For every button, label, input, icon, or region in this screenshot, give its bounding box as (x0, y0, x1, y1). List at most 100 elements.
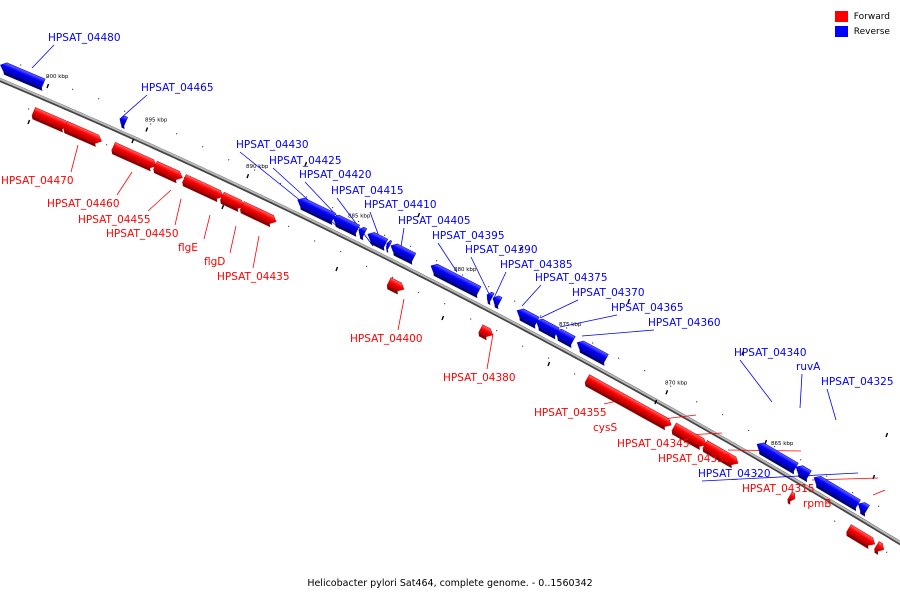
minor-tick (366, 265, 368, 268)
gene-label-hpsat-04315: HPSAT_04315 (742, 483, 815, 495)
gene-arrow (153, 160, 183, 180)
gene-hpsat-04460[interactable] (63, 120, 104, 148)
gene-label-cyss: cysS (593, 422, 617, 434)
gene-shadow (557, 337, 572, 348)
gene-arrow (756, 442, 799, 472)
gene-hpsat-04370[interactable] (533, 317, 561, 340)
minor-tick (566, 327, 568, 329)
leader-line (437, 242, 458, 273)
genome-caption: Helicobacter pylori Sat464, complete gen… (307, 578, 593, 589)
gene-shadow (63, 129, 96, 147)
gene-arrow (584, 374, 672, 427)
gene-hpsat-04330[interactable] (786, 491, 797, 505)
gene-label-hpsat-04370: HPSAT_04370 (572, 287, 645, 299)
gene-hpsat-04425[interactable] (329, 213, 361, 237)
gene-hpsat-04430[interactable] (294, 196, 337, 225)
gene-shadow (816, 483, 857, 512)
gene-arrow (516, 308, 540, 326)
gene-ruva[interactable] (792, 463, 813, 483)
gene-shadow (494, 303, 499, 310)
gene-hpsat-04390[interactable] (484, 291, 496, 305)
gene-hpsat-04395[interactable] (428, 262, 483, 299)
minor-tick (228, 159, 230, 161)
gene-hpsat-04415[interactable] (364, 230, 389, 251)
gene-hpsat-04375[interactable] (514, 307, 541, 329)
gene-arrow (846, 524, 876, 546)
minor-tick (519, 246, 523, 252)
legend-reverse: Reverse (834, 24, 890, 39)
gene-hpsat-04400[interactable] (386, 277, 406, 296)
gene-cyss[interactable] (670, 422, 708, 452)
gene-hpsat-04435[interactable] (239, 201, 278, 228)
gene-arrow (492, 295, 503, 306)
gene-hpsat-04315[interactable] (845, 524, 877, 551)
gene-hpsat-04405[interactable] (387, 242, 417, 265)
gene-hpsat-04420[interactable] (355, 226, 368, 241)
minor-tick (254, 169, 256, 171)
gene-arrow (702, 440, 739, 465)
minor-tick (332, 207, 334, 209)
legend-reverse-label: Reverse (853, 26, 890, 37)
minor-tick (27, 119, 31, 125)
gene-shadow (359, 235, 364, 241)
gene-arrow (111, 142, 157, 169)
gene-hpsat-04465[interactable] (117, 115, 130, 130)
scale-tick-label: 865 kbp (771, 441, 794, 447)
scale-tick-label: 880 kbp (454, 267, 477, 273)
minor-tick (741, 350, 745, 356)
gene-hpsat-04325[interactable] (810, 474, 862, 512)
gene-label-ruva: ruvA (796, 361, 821, 373)
gene-label-hpsat-04425: HPSAT_04425 (269, 155, 342, 167)
gene-arrow (239, 201, 277, 224)
gene-hpsat-04355[interactable] (584, 374, 674, 432)
gene-label-hpsat-04390: HPSAT_04390 (465, 244, 538, 256)
gene-hpsat-04345[interactable] (701, 440, 740, 469)
gene-shadow (798, 473, 808, 483)
gene-label-hpsat-04345: HPSAT_04345 (617, 438, 690, 450)
minor-tick (20, 64, 22, 66)
gene-hpsat-04340[interactable] (753, 440, 800, 475)
legend: Forward Reverse (834, 9, 890, 39)
gene-hpsat-04480[interactable] (0, 61, 47, 91)
minor-tick (150, 123, 152, 125)
reverse-swatch (834, 26, 848, 37)
leader-line (799, 373, 803, 409)
gene-shadow (874, 549, 879, 555)
gene-hpsat-04360[interactable] (574, 339, 610, 366)
gene-hpsat-04455[interactable] (110, 142, 158, 172)
gene-hpsat-04365[interactable] (552, 327, 577, 348)
minor-tick (696, 401, 698, 403)
leader-line (872, 489, 886, 496)
leader-line (120, 94, 148, 119)
leader-line (539, 299, 579, 319)
gene-rpmb[interactable] (873, 541, 886, 556)
gene-label-hpsat-04435: HPSAT_04435 (217, 271, 290, 283)
gene-hpsat-04320[interactable] (854, 500, 871, 517)
gene-shadow (335, 223, 357, 237)
leader-line (31, 44, 55, 69)
minor-tick (98, 98, 100, 100)
gene-arrow (787, 491, 796, 502)
gene-label-hpsat-04450: HPSAT_04450 (106, 228, 179, 240)
minor-tick (826, 475, 828, 477)
gene-hpsat-04410[interactable] (383, 240, 393, 253)
minor-tick (358, 220, 360, 223)
gene-label-hpsat-04320: HPSAT_04320 (698, 468, 771, 480)
minor-tick (878, 505, 880, 507)
minor-tick (304, 161, 308, 167)
gene-arrow (535, 318, 560, 337)
minor-tick (522, 345, 524, 347)
gene-arrow (390, 243, 417, 262)
gene-label-hpsat-04330: HPSAT_04330 (658, 453, 731, 465)
leader-line (581, 329, 655, 337)
gene-hpsat-04385[interactable] (490, 294, 504, 310)
gene-label-hpsat-04395: HPSAT_04395 (432, 230, 505, 242)
gene-hpsat-04380[interactable] (477, 324, 495, 342)
gene-label-hpsat-04400: HPSAT_04400 (350, 333, 423, 345)
gene-shadow (300, 206, 333, 225)
gene-hpsat-04450[interactable] (152, 160, 184, 184)
minor-tick (722, 413, 724, 416)
gene-arrow (478, 324, 494, 337)
gene-flge[interactable] (181, 174, 225, 203)
minor-tick (618, 357, 620, 359)
